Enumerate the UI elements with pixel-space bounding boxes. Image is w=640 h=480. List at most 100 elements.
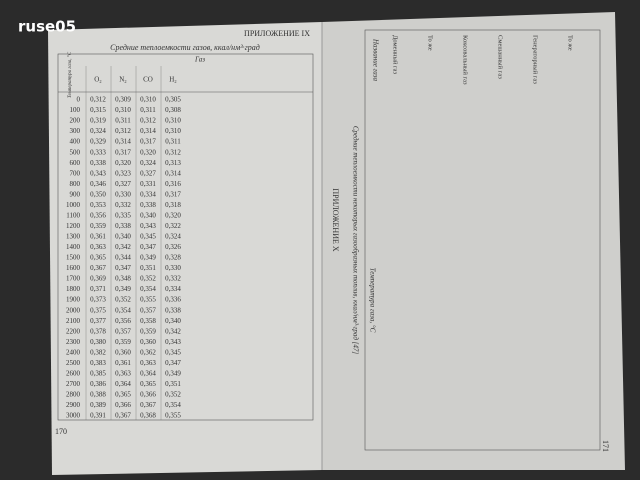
value-cell: 0,353 — [90, 201, 106, 209]
value-cell: 0,342 — [165, 327, 181, 335]
temperature-cell: 0 — [77, 96, 81, 104]
temperature-cell: 3000 — [66, 412, 81, 420]
temperature-cell: 1600 — [66, 264, 81, 272]
group-header: Газ — [194, 56, 205, 64]
value-cell: 0,357 — [140, 306, 156, 314]
value-cell: 0,330 — [165, 264, 181, 272]
value-cell: 0,319 — [90, 117, 106, 125]
value-cell: 0,343 — [140, 222, 156, 230]
value-cell: 0,335 — [115, 211, 131, 219]
temperature-cell: 2000 — [66, 306, 81, 314]
value-cell: 0,375 — [90, 306, 106, 314]
column-header: CO — [143, 76, 153, 84]
fuel-name: Доменный газ — [392, 35, 399, 75]
temperature-cell: 1400 — [66, 243, 81, 251]
column-header: N₂ — [119, 76, 127, 84]
value-cell: 0,354 — [165, 401, 181, 409]
value-cell: 0,314 — [115, 138, 131, 146]
value-cell: 0,358 — [140, 317, 156, 325]
value-cell: 0,328 — [165, 254, 181, 262]
temperature-cell: 2800 — [66, 391, 81, 399]
fuel-name: Генераторный газ — [532, 35, 539, 84]
value-cell: 0,316 — [165, 180, 181, 188]
value-cell: 0,345 — [165, 348, 181, 356]
value-cell: 0,356 — [115, 317, 131, 325]
value-cell: 0,359 — [115, 338, 131, 346]
value-cell: 0,355 — [140, 296, 156, 304]
fuel-name: Коксовальный газ — [462, 35, 469, 85]
value-cell: 0,322 — [165, 222, 181, 230]
value-cell: 0,360 — [115, 348, 131, 356]
value-cell: 0,340 — [140, 211, 156, 219]
value-cell: 0,351 — [140, 264, 156, 272]
temperature-cell: 1000 — [66, 201, 81, 209]
value-cell: 0,368 — [140, 412, 156, 420]
value-cell: 0,364 — [140, 369, 156, 377]
table-title: Средние теплоемкости газов, ккал/нм³·гра… — [110, 43, 260, 52]
value-cell: 0,338 — [140, 201, 156, 209]
value-cell: 0,309 — [115, 96, 131, 104]
value-cell: 0,334 — [165, 285, 181, 293]
value-cell: 0,313 — [165, 159, 181, 167]
temperature-cell: 900 — [70, 190, 81, 198]
value-cell: 0,351 — [165, 380, 181, 388]
value-cell: 0,346 — [90, 180, 106, 188]
value-cell: 0,312 — [165, 148, 181, 156]
value-cell: 0,332 — [165, 275, 181, 283]
value-cell: 0,320 — [140, 148, 156, 156]
value-cell: 0,331 — [140, 180, 156, 188]
value-cell: 0,326 — [165, 243, 181, 251]
value-cell: 0,334 — [140, 190, 156, 198]
value-cell: 0,386 — [90, 380, 106, 388]
value-cell: 0,360 — [140, 338, 156, 346]
value-cell: 0,349 — [165, 369, 181, 377]
appendix-label: ПРИЛОЖЕНИЕ IX — [244, 29, 310, 38]
value-cell: 0,312 — [140, 117, 156, 125]
value-cell: 0,354 — [115, 306, 131, 314]
value-cell: 0,344 — [115, 254, 131, 262]
value-cell: 0,310 — [165, 127, 181, 135]
value-cell: 0,367 — [90, 264, 106, 272]
value-cell: 0,349 — [140, 254, 156, 262]
column-header: H₂ — [169, 76, 177, 84]
name-header: Название газа — [371, 38, 379, 82]
value-cell: 0,382 — [90, 348, 106, 356]
value-cell: 0,383 — [90, 359, 106, 367]
value-cell: 0,312 — [115, 127, 131, 135]
left-page — [48, 22, 322, 475]
temperature-cell: 600 — [70, 159, 81, 167]
value-cell: 0,330 — [115, 190, 131, 198]
value-cell: 0,333 — [90, 148, 106, 156]
value-cell: 0,361 — [90, 233, 106, 241]
table-border — [364, 29, 601, 451]
value-cell: 0,343 — [90, 169, 106, 177]
value-cell: 0,347 — [165, 359, 181, 367]
value-cell: 0,380 — [90, 338, 106, 346]
value-cell: 0,327 — [140, 169, 156, 177]
table-border — [57, 53, 314, 421]
temperature-cell: 2200 — [66, 327, 81, 335]
rotated-table: ПРИЛОЖЕНИЕ X Средние теплоемкости некото… — [331, 29, 610, 452]
fuel-name: То же — [567, 35, 574, 51]
value-cell: 0,366 — [140, 391, 156, 399]
temperature-cell: 1900 — [66, 296, 81, 304]
value-cell: 0,311 — [115, 117, 131, 125]
value-cell: 0,317 — [165, 190, 181, 198]
value-cell: 0,310 — [140, 96, 156, 104]
temperature-cell: 300 — [70, 127, 81, 135]
value-cell: 0,349 — [115, 285, 131, 293]
value-cell: 0,329 — [90, 138, 106, 146]
value-cell: 0,361 — [115, 359, 131, 367]
value-cell: 0,359 — [140, 327, 156, 335]
appendix-label: ПРИЛОЖЕНИЕ X — [331, 188, 340, 252]
temperature-cell: 2900 — [66, 401, 81, 409]
value-cell: 0,308 — [165, 106, 181, 114]
value-cell: 0,352 — [115, 296, 131, 304]
value-cell: 0,362 — [140, 348, 156, 356]
temperature-cell: 400 — [70, 138, 81, 146]
temperature-cell: 1100 — [66, 211, 80, 219]
temperature-cell: 1300 — [66, 233, 81, 241]
value-cell: 0,388 — [90, 391, 106, 399]
value-cell: 0,338 — [115, 222, 131, 230]
temperature-cell: 100 — [70, 106, 81, 114]
